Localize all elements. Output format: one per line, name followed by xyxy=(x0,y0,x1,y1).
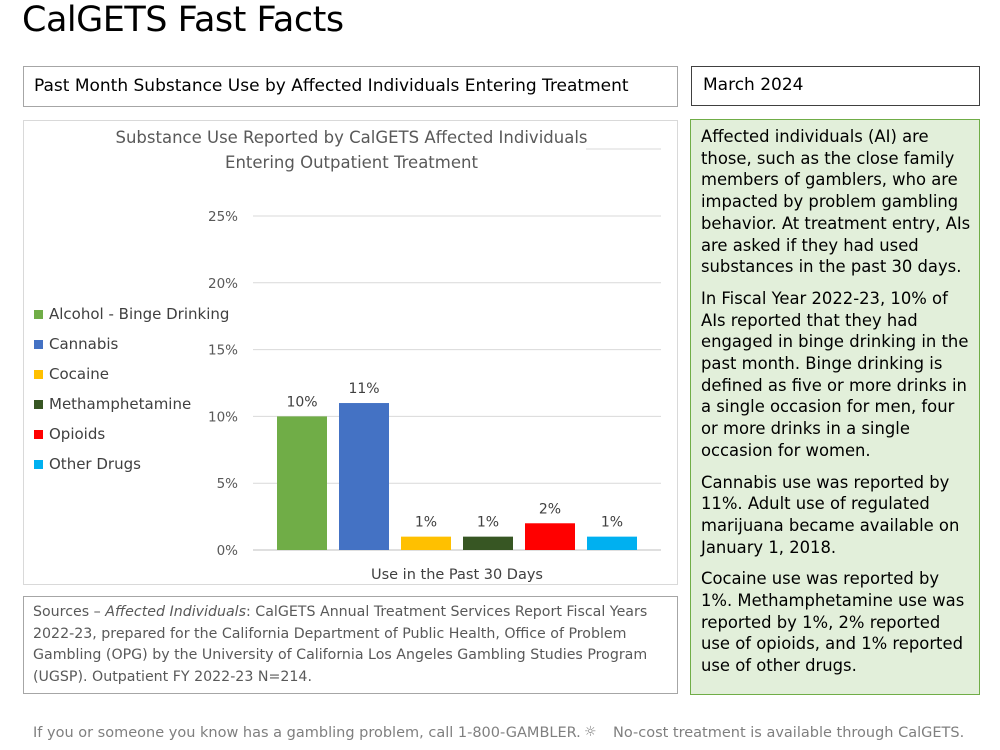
facts-paragraph-1: Affected individuals (AI) are those, suc… xyxy=(701,127,971,277)
legend-swatch xyxy=(34,309,43,319)
chart-panel: Substance Use Reported by CalGETS Affect… xyxy=(23,120,678,585)
sources-rest: : CalGETS Annual Treatment Services Repo… xyxy=(33,604,648,685)
sources-text: Sources – Affected Individuals: CalGETS … xyxy=(33,602,663,688)
legend-swatch xyxy=(34,369,43,379)
sources-prefix: Sources – xyxy=(33,604,106,620)
bar xyxy=(277,416,327,550)
footer-treatment-note: No-cost treatment is available through C… xyxy=(613,725,965,741)
legend-label: Cocaine xyxy=(49,365,109,383)
legend-label: Alcohol - Binge Drinking xyxy=(49,305,230,323)
legend-label: Methamphetamine xyxy=(49,395,192,413)
subtitle-text: Past Month Substance Use by Affected Ind… xyxy=(34,76,629,96)
legend-item: Alcohol - Binge Drinking xyxy=(34,299,229,329)
legend-label: Cannabis xyxy=(49,335,119,353)
data-label: 2% xyxy=(539,501,561,517)
y-tick-label: 25% xyxy=(208,209,238,225)
bar-chart: 0% 5% 10% 15% 20% 25% 10% 11% 1% 1% 2% 1% Use in the… xyxy=(208,148,661,583)
footer-helpline: If you or someone you know has a gamblin… xyxy=(33,725,581,741)
sources-box: Sources – Affected Individuals: CalGETS … xyxy=(23,596,678,694)
date-text: March 2024 xyxy=(703,75,804,95)
page-title: CalGETS Fast Facts xyxy=(22,0,344,40)
subtitle-box: Past Month Substance Use by Affected Ind… xyxy=(23,66,678,107)
legend-swatch xyxy=(34,399,43,409)
bar xyxy=(463,536,513,550)
chart-title-line2: Entering Outpatient Treatment xyxy=(225,153,478,172)
facts-sidebar: Affected individuals (AI) are those, suc… xyxy=(690,119,980,695)
y-tick-label: 10% xyxy=(208,409,238,425)
legend-item: Cannabis xyxy=(34,329,229,359)
chart-legend: Alcohol - Binge Drinking Cannabis Cocaine M… xyxy=(34,299,229,479)
legend-swatch xyxy=(34,459,43,469)
legend-item: Opioids xyxy=(34,419,229,449)
date-box: March 2024 xyxy=(691,66,980,106)
facts-paragraph-4: Cocaine use was reported by 1%. Methamph… xyxy=(701,569,965,676)
data-label: 1% xyxy=(601,515,623,531)
x-axis-label: Use in the Past 30 Days xyxy=(371,567,543,583)
legend-label: Other Drugs xyxy=(49,455,141,473)
facts-paragraph-3: Cannabis use was reported by 11%. Adult … xyxy=(701,472,960,557)
y-tick-label: 20% xyxy=(208,276,238,292)
y-tick-label: 5% xyxy=(217,476,239,492)
legend-item: Other Drugs xyxy=(34,449,229,479)
footer-separator-icon: ☼ xyxy=(584,724,597,740)
bar xyxy=(525,523,575,550)
data-label: 1% xyxy=(477,515,499,531)
y-tick-label: 0% xyxy=(217,543,239,559)
bar xyxy=(401,536,451,550)
data-label: 10% xyxy=(286,394,317,410)
y-tick-label: 15% xyxy=(208,343,238,359)
facts-paragraph-2: In Fiscal Year 2022-23, 10% of AIs repor… xyxy=(701,288,969,460)
bar xyxy=(587,536,637,550)
data-label: 1% xyxy=(415,515,437,531)
bar xyxy=(339,403,389,550)
chart-title-line1: Substance Use Reported by CalGETS Affect… xyxy=(115,128,588,147)
legend-swatch xyxy=(34,429,43,439)
sources-italic: Affected Individuals xyxy=(105,604,247,620)
legend-swatch xyxy=(34,339,43,349)
legend-label: Opioids xyxy=(49,425,106,443)
legend-item: Cocaine xyxy=(34,359,229,389)
chart-title: Substance Use Reported by CalGETS Affect… xyxy=(24,125,679,175)
data-label: 11% xyxy=(348,381,379,397)
legend-item: Methamphetamine xyxy=(34,389,229,419)
